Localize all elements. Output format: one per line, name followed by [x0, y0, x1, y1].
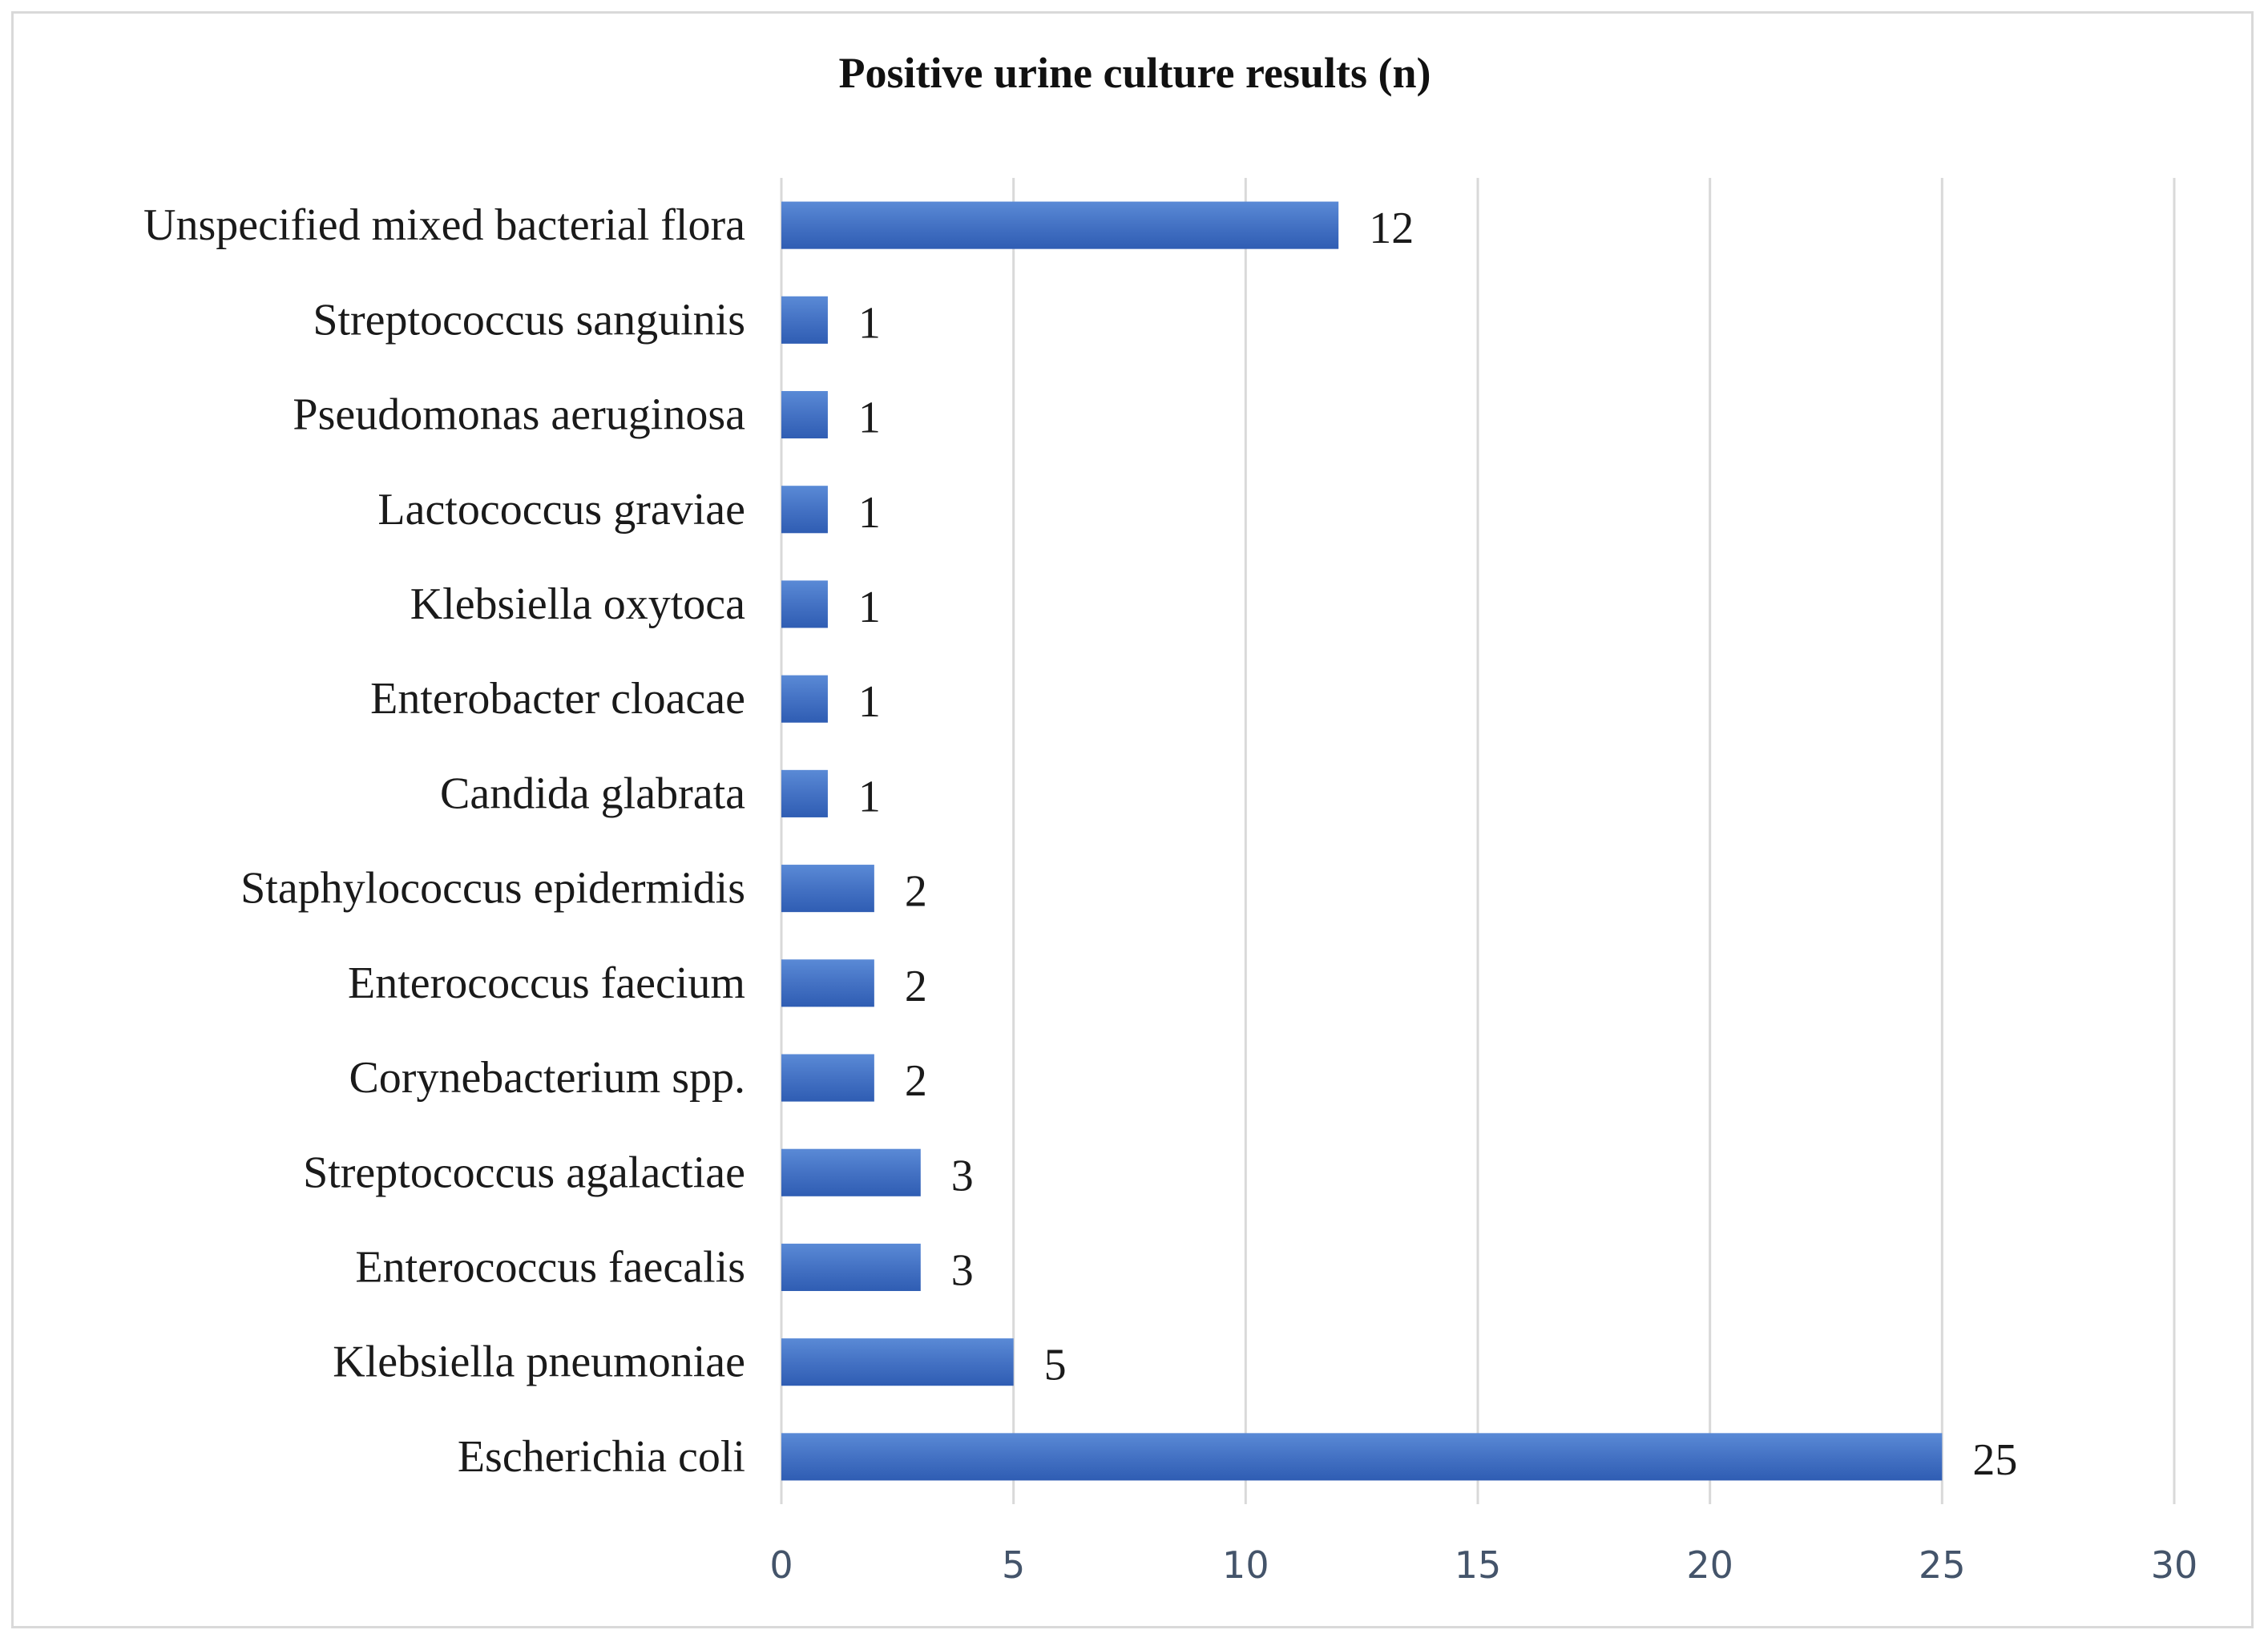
data-label-7: 2 — [905, 867, 927, 917]
bar-10 — [781, 1148, 921, 1196]
x-tick-label-15: 15 — [1455, 1543, 1502, 1587]
category-label-13: Escherichia coli — [458, 1432, 745, 1482]
category-label-6: Candida glabrata — [440, 769, 745, 818]
data-label-12: 5 — [1044, 1341, 1067, 1390]
category-label-9: Corynebacterium spp. — [349, 1053, 745, 1103]
data-label-13: 25 — [1972, 1435, 2017, 1485]
x-tick-label-20: 20 — [1686, 1543, 1733, 1587]
bar-12 — [781, 1338, 1014, 1386]
chart-title: Positive urine culture results (n) — [839, 49, 1431, 97]
x-tick-label-5: 5 — [1002, 1543, 1025, 1587]
data-label-2: 1 — [858, 393, 881, 443]
bar-1 — [781, 296, 828, 344]
bar-2 — [781, 390, 828, 439]
bars — [781, 201, 1943, 1481]
data-label-9: 2 — [905, 1056, 927, 1106]
gridlines — [780, 178, 2176, 1504]
x-tick-labels: 0 5 10 15 20 25 30 — [769, 1543, 2197, 1587]
category-label-8: Enterococcus faecium — [348, 958, 745, 1008]
category-labels: Unspecified mixed bacterial flora Strepto… — [143, 200, 745, 1482]
bar-13 — [781, 1433, 1943, 1481]
bar-7 — [781, 865, 874, 913]
bar-5 — [781, 675, 828, 723]
bar-8 — [781, 959, 874, 1007]
data-label-3: 1 — [858, 488, 881, 538]
category-label-1: Streptococcus sanguinis — [313, 295, 745, 345]
x-tick-label-0: 0 — [769, 1543, 793, 1587]
bar-11 — [781, 1243, 921, 1292]
data-label-1: 1 — [858, 298, 881, 348]
data-label-0: 12 — [1369, 204, 1414, 253]
bar-6 — [781, 769, 828, 817]
bar-9 — [781, 1054, 874, 1102]
bar-4 — [781, 580, 828, 628]
chart: Positive urine culture results (n) Unspe… — [143, 49, 2197, 1587]
data-label-6: 1 — [858, 772, 881, 821]
bar-3 — [781, 486, 828, 534]
category-label-3: Lactococcus graviae — [377, 485, 745, 535]
category-label-0: Unspecified mixed bacterial flora — [143, 200, 745, 250]
data-label-5: 1 — [858, 677, 881, 727]
bar-0 — [781, 201, 1339, 249]
category-label-2: Pseudomonas aeruginosa — [293, 390, 745, 440]
category-label-5: Enterobacter cloacae — [370, 674, 745, 724]
category-label-7: Staphylococcus epidermidis — [240, 864, 745, 914]
x-tick-label-10: 10 — [1222, 1543, 1269, 1587]
x-tick-label-25: 25 — [1919, 1543, 1966, 1587]
data-label-8: 2 — [905, 962, 927, 1011]
data-label-11: 3 — [951, 1245, 974, 1295]
category-label-10: Streptococcus agalactiae — [303, 1148, 745, 1197]
data-label-10: 3 — [951, 1151, 974, 1200]
chart-frame: Positive urine culture results (n) Unspe… — [11, 11, 2254, 1628]
data-label-4: 1 — [858, 583, 881, 632]
x-tick-label-30: 30 — [2151, 1543, 2198, 1587]
category-label-4: Klebsiella oxytoca — [410, 579, 745, 629]
category-label-12: Klebsiella pneumoniae — [333, 1337, 745, 1387]
category-label-11: Enterococcus faecalis — [355, 1242, 745, 1292]
